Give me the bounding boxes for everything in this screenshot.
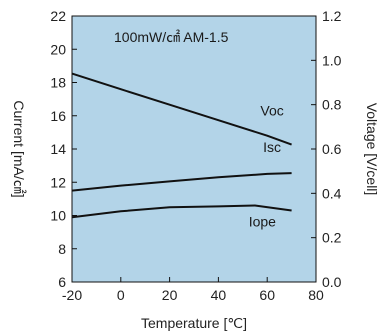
y-right-tick-label: 1.2 xyxy=(322,8,342,24)
y-left-tick-label: 6 xyxy=(58,274,66,290)
y-right-tick-label: 0.0 xyxy=(322,274,342,290)
x-tick-label: 40 xyxy=(211,287,227,303)
y-left-tick-label: 18 xyxy=(50,75,66,91)
y-left-tick-label: 12 xyxy=(50,174,66,190)
y-left-tick-label: 10 xyxy=(50,208,66,224)
y-left-tick-label: 8 xyxy=(58,241,66,257)
x-tick-label: 60 xyxy=(259,287,275,303)
condition-annotation: 100mW/㎠ AM-1.5 xyxy=(114,29,229,45)
series-line-voc xyxy=(71,72,292,146)
y-right-tick-label: 0.6 xyxy=(322,141,342,157)
series-label-iope: Iope xyxy=(249,213,276,229)
y-left-tick-label: 14 xyxy=(50,141,66,157)
x-tick-label: -20 xyxy=(62,287,82,303)
y-left-tick-label: 20 xyxy=(50,41,66,57)
y-left-tick-label: 16 xyxy=(50,108,66,124)
series-label-voc: Voc xyxy=(260,102,283,118)
y-right-tick-label: 1.0 xyxy=(322,52,342,68)
series-label-isc: Isc xyxy=(263,139,281,155)
x-axis-title: Temperature [℃] xyxy=(141,315,247,331)
y-left-tick-label: 22 xyxy=(50,8,66,24)
series-line-iope xyxy=(71,204,292,219)
x-tick-label: 20 xyxy=(162,287,178,303)
plot-area xyxy=(72,16,316,282)
y-axis-right-title: Voltage [V/cell] xyxy=(364,103,377,196)
y-right-tick-label: 0.4 xyxy=(322,185,342,201)
x-tick-label: 80 xyxy=(308,287,324,303)
y-right-tick-label: 0.8 xyxy=(322,97,342,113)
series-line-isc xyxy=(71,172,292,192)
x-tick-label: 0 xyxy=(117,287,125,303)
y-right-tick-label: 0.2 xyxy=(322,230,342,246)
y-axis-left-title: Current [mA/㎠] xyxy=(11,100,27,197)
